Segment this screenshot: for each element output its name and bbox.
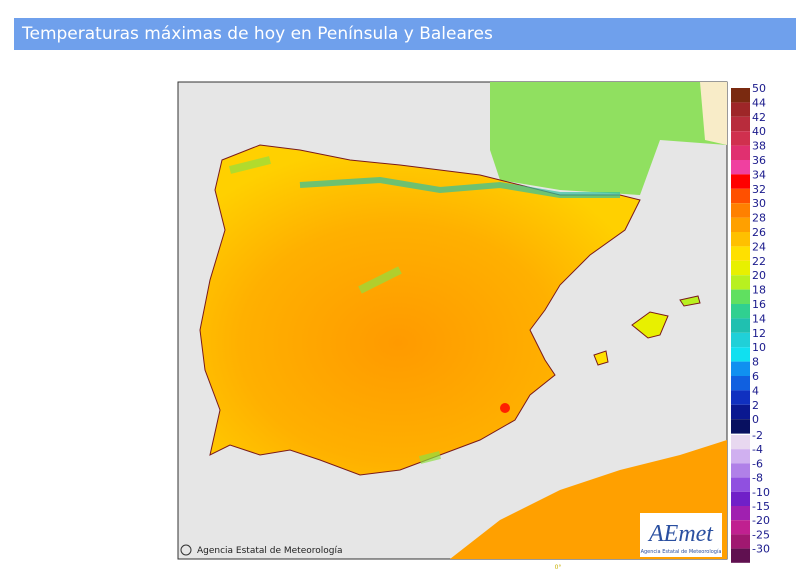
legend-label: 26 <box>752 226 766 239</box>
legend-label: -20 <box>752 514 770 527</box>
legend-label: 8 <box>752 356 759 369</box>
legend-swatch <box>731 419 750 434</box>
legend-swatch <box>731 145 750 160</box>
ibiza <box>593 350 609 366</box>
legend-label: 32 <box>752 183 766 196</box>
mallorca <box>631 311 669 339</box>
legend-swatch <box>731 506 750 521</box>
legend-swatch <box>731 260 750 276</box>
legend-swatch <box>731 203 750 218</box>
legend-swatch <box>731 449 750 464</box>
legend-swatch <box>731 520 750 535</box>
legend-label: 16 <box>752 298 766 311</box>
legend-swatch <box>731 88 750 103</box>
legend-label: 10 <box>752 341 766 354</box>
legend-label: 38 <box>752 140 766 153</box>
legend-swatch <box>731 160 750 175</box>
legend-swatch <box>731 463 750 478</box>
hotspot <box>500 403 510 413</box>
legend-swatch <box>731 390 750 405</box>
legend-label: 12 <box>752 327 766 340</box>
credit: Agencia Estatal de Meteorología <box>197 546 343 556</box>
legend-label: 20 <box>752 269 766 282</box>
legend-label: 2 <box>752 399 759 412</box>
legend-label: -25 <box>752 528 770 541</box>
legend-swatch <box>731 304 750 319</box>
legend-label: -2 <box>752 429 763 442</box>
legend-label: 18 <box>752 284 766 297</box>
legend-swatch <box>731 289 750 304</box>
legend-label: 50 <box>752 82 766 95</box>
legend-label: 14 <box>752 312 766 325</box>
legend-swatch <box>731 491 750 506</box>
legend-label: -6 <box>752 457 763 470</box>
legend-label: 24 <box>752 240 766 253</box>
legend-swatch <box>731 275 750 290</box>
menorca <box>679 295 701 307</box>
title-bar: Temperaturas máximas de hoy en Península… <box>14 18 796 50</box>
legend-label: 4 <box>752 384 759 397</box>
copyright-icon <box>180 544 192 556</box>
legend-swatch <box>731 361 750 376</box>
legend-label: -10 <box>752 486 770 499</box>
legend-swatch <box>731 318 750 333</box>
legend-label: 34 <box>752 168 766 181</box>
legend-swatch <box>731 332 750 348</box>
legend-label: 22 <box>752 255 766 268</box>
logo: AEmet <box>647 521 714 547</box>
legend: 5044424038363432302826242220181614121086… <box>731 82 770 563</box>
legend-swatch <box>731 116 750 132</box>
legend-swatch <box>731 188 750 204</box>
legend-swatch <box>731 534 750 549</box>
legend-label: 28 <box>752 212 766 225</box>
mountains <box>299 176 620 198</box>
legend-label: 42 <box>752 111 766 124</box>
legend-swatch <box>731 548 750 563</box>
legend-swatch <box>731 435 750 450</box>
legend-label: 40 <box>752 125 766 138</box>
title: Temperaturas máximas de hoy en Península… <box>22 24 493 44</box>
legend-swatch <box>731 102 750 117</box>
legend-swatch <box>731 131 750 146</box>
france <box>490 82 727 195</box>
legend-label: 44 <box>752 96 766 109</box>
legend-swatch <box>731 376 750 391</box>
legend-label: 0 <box>752 413 759 426</box>
meridian-label: 0° <box>555 564 562 571</box>
logo-box <box>640 513 722 557</box>
highlands <box>229 156 441 464</box>
legend-swatch <box>731 347 750 362</box>
legend-label: 30 <box>752 197 766 210</box>
legend-label: -30 <box>752 543 770 556</box>
legend-label: -8 <box>752 472 763 485</box>
legend-label: 36 <box>752 154 766 167</box>
legend-swatch <box>731 477 750 492</box>
legend-label: -15 <box>752 500 770 513</box>
peninsula <box>199 144 641 476</box>
legend-swatch <box>731 404 750 420</box>
legend-label: 6 <box>752 370 759 383</box>
legend-swatch <box>731 232 750 247</box>
legend-swatch <box>731 246 750 261</box>
legend-swatch <box>731 217 750 232</box>
land-beyond <box>700 82 727 145</box>
logo-subtitle: Agencia Estatal de Meteorología <box>641 548 722 555</box>
legend-label: -4 <box>752 443 763 456</box>
legend-swatch <box>731 174 750 189</box>
